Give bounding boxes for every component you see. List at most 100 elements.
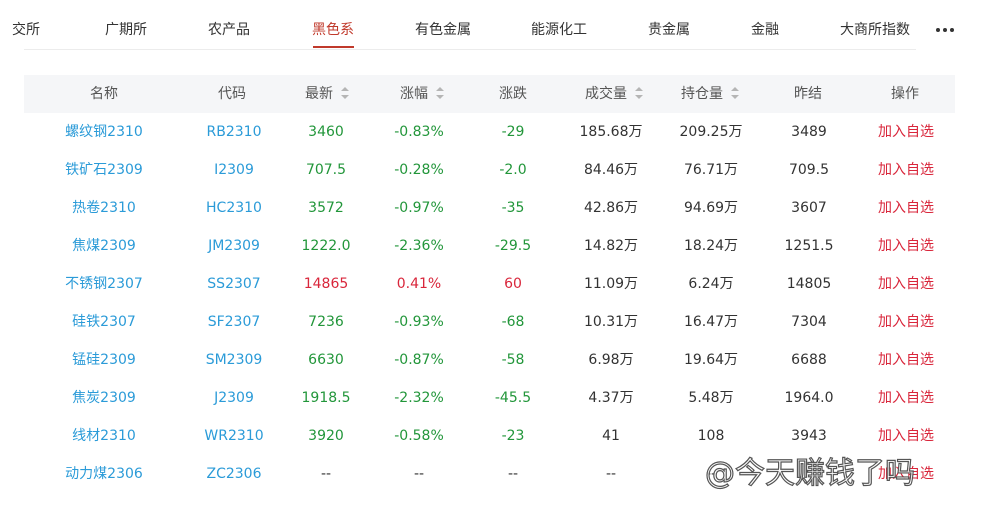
cell-name[interactable]: 线材2310 [72,428,136,444]
cell-pct: -0.58% [394,428,444,444]
cell-volume: 42.86万 [583,200,639,216]
cell-last: 1918.5 [301,390,351,406]
cell-prev-settle: 3943 [791,428,827,444]
cell-change: 60 [504,276,522,292]
column-header-pct[interactable]: 涨幅 [400,75,444,113]
column-header-code: 代码 [218,86,246,102]
cell-name[interactable]: 焦炭2309 [72,390,136,406]
cell-open-interest: 108 [697,428,725,444]
cell-pct: -2.32% [394,390,444,406]
cell-name[interactable]: 硅铁2307 [72,314,136,330]
sort-icon[interactable] [341,87,349,99]
add-to-watchlist-button[interactable]: 加入自选 [878,466,934,482]
add-to-watchlist-button[interactable]: 加入自选 [878,314,934,330]
add-to-watchlist-button[interactable]: 加入自选 [878,162,934,178]
cell-change: -45.5 [494,390,532,406]
cell-code[interactable]: HC2310 [206,200,262,216]
cell-prev-settle: 3489 [791,124,827,140]
add-to-watchlist-button[interactable]: 加入自选 [878,428,934,444]
column-header-prev-settle: 昨结 [794,86,822,102]
cell-code[interactable]: WR2310 [204,428,264,444]
cell-change: -68 [501,314,525,330]
cell-name[interactable]: 不锈钢2307 [65,276,143,292]
cell-last: 14865 [303,276,349,292]
cell-name[interactable]: 焦煤2309 [72,238,136,254]
tab-financial[interactable]: 金融 [751,22,779,38]
sort-icon[interactable] [436,87,444,99]
cell-volume: 6.98万 [588,352,634,368]
more-tabs-ellipsis-icon[interactable] [936,27,956,35]
tab-agricultural[interactable]: 农产品 [208,22,250,38]
cell-volume: 41 [602,428,620,444]
cell-pct: -- [413,466,425,482]
column-header-last[interactable]: 最新 [305,75,349,113]
column-header-volume[interactable]: 成交量 [585,75,643,113]
cell-change: -29.5 [494,238,532,254]
cell-last: 707.5 [305,162,347,178]
table-row[interactable]: 热卷2310 HC2310 3572 -0.97% -35 42.86万 94.69万 360… [24,189,955,227]
column-header-open-interest[interactable]: 持仓量 [681,75,739,113]
cell-change: -2.0 [499,162,527,178]
active-tab-indicator [313,46,354,48]
table-row[interactable]: 锰硅2309 SM2309 6630 -0.87% -58 6.98万 19.64万 6688… [24,341,955,379]
tab-energy-chemical[interactable]: 能源化工 [531,22,587,38]
category-tabs: 交所 广期所 农产品 黑色系 有色金属 能源化工 贵金属 金融 大商所指数 [0,0,983,50]
cell-name[interactable]: 热卷2310 [72,200,136,216]
cell-last: 3920 [308,428,344,444]
table-row[interactable]: 螺纹钢2310 RB2310 3460 -0.83% -29 185.68万 209.25万… [24,113,955,151]
cell-pct: 0.41% [396,276,442,292]
cell-last: -- [320,466,332,482]
table-row[interactable]: 铁矿石2309 I2309 707.5 -0.28% -2.0 84.46万 76.71万 7… [24,151,955,189]
sort-icon[interactable] [731,87,739,99]
add-to-watchlist-button[interactable]: 加入自选 [878,200,934,216]
cell-code[interactable]: ZC2306 [206,466,262,482]
table-row[interactable]: 硅铁2307 SF2307 7236 -0.93% -68 10.31万 16.47万 730… [24,303,955,341]
cell-name[interactable]: 螺纹钢2310 [65,124,143,140]
cell-prev-settle: 14805 [786,276,832,292]
cell-prev-settle: 709.5 [788,162,830,178]
cell-pct: -0.87% [394,352,444,368]
cell-name[interactable]: 动力煤2306 [65,466,143,482]
cell-last: 3460 [308,124,344,140]
cell-last: 1222.0 [301,238,351,254]
tab-gfex[interactable]: 广期所 [105,22,147,38]
add-to-watchlist-button[interactable]: 加入自选 [878,124,934,140]
add-to-watchlist-button[interactable]: 加入自选 [878,238,934,254]
cell-change: -29 [501,124,525,140]
cell-name[interactable]: 锰硅2309 [72,352,136,368]
table-row[interactable]: 焦煤2309 JM2309 1222.0 -2.36% -29.5 14.82万 18.24… [24,227,955,265]
cell-prev-settle: 1964.0 [784,390,834,406]
table-header: 名称 代码 最新 涨幅 涨跌 成交量 持仓量 昨结 操作 [24,75,955,113]
cell-code[interactable]: SS2307 [207,276,261,292]
cell-code[interactable]: I2309 [214,162,254,178]
cell-name[interactable]: 铁矿石2309 [65,162,143,178]
tab-precious-metals[interactable]: 贵金属 [648,22,690,38]
table-row[interactable]: 焦炭2309 J2309 1918.5 -2.32% -45.5 4.37万 5.48万 19… [24,379,955,417]
cell-code[interactable]: JM2309 [208,238,260,254]
tab-dce[interactable]: 交所 [12,22,40,38]
cell-code[interactable]: J2309 [214,390,254,406]
table-row[interactable]: 不锈钢2307 SS2307 14865 0.41% 60 11.09万 6.24万 1480… [24,265,955,303]
tab-dce-index[interactable]: 大商所指数 [840,22,910,38]
add-to-watchlist-button[interactable]: 加入自选 [878,352,934,368]
add-to-watchlist-button[interactable]: 加入自选 [878,276,934,292]
cell-change: -23 [501,428,525,444]
cell-volume: 14.82万 [583,238,639,254]
cell-open-interest: 76.71万 [683,162,739,178]
cell-pct: -0.83% [394,124,444,140]
tab-ferrous[interactable]: 黑色系 [312,22,354,38]
cell-code[interactable]: RB2310 [206,124,262,140]
cell-code[interactable]: SF2307 [207,314,261,330]
cell-pct: -0.97% [394,200,444,216]
table-row[interactable]: 动力煤2306 ZC2306 -- -- -- -- -- 加入自选 [24,455,955,493]
add-to-watchlist-button[interactable]: 加入自选 [878,390,934,406]
tab-nonferrous[interactable]: 有色金属 [415,22,471,38]
cell-open-interest: 209.25万 [679,124,743,140]
cell-pct: -2.36% [394,238,444,254]
cell-code[interactable]: SM2309 [205,352,263,368]
cell-pct: -0.28% [394,162,444,178]
sort-icon[interactable] [635,87,643,99]
cell-last: 3572 [308,200,344,216]
table-row[interactable]: 线材2310 WR2310 3920 -0.58% -23 41 108 3943 加入自选 [24,417,955,455]
